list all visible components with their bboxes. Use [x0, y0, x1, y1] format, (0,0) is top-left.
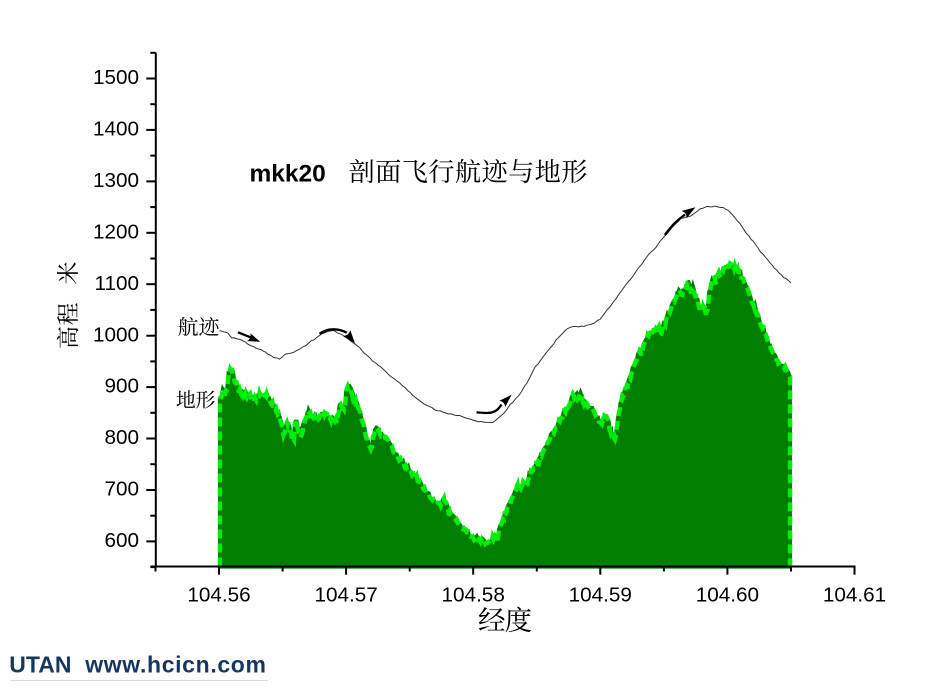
svg-text:104.56: 104.56 — [187, 584, 250, 607]
svg-text:UTAN: UTAN — [9, 651, 71, 677]
svg-text:700: 700 — [104, 478, 139, 501]
svg-text:www.hcicn.com: www.hcicn.com — [84, 651, 266, 677]
svg-text:104.57: 104.57 — [314, 584, 377, 607]
svg-text:800: 800 — [104, 426, 139, 449]
svg-text:1000: 1000 — [93, 323, 139, 346]
svg-text:1300: 1300 — [93, 169, 139, 192]
svg-text:104.60: 104.60 — [696, 584, 759, 607]
svg-text:1200: 1200 — [93, 220, 139, 243]
svg-text:104.58: 104.58 — [442, 584, 505, 607]
svg-text:900: 900 — [104, 375, 139, 398]
svg-text:1100: 1100 — [95, 272, 140, 295]
svg-text:mkk20: mkk20 — [250, 161, 326, 188]
svg-text:1400: 1400 — [93, 118, 139, 141]
svg-text:104.61: 104.61 — [823, 584, 886, 607]
svg-text:104.59: 104.59 — [569, 584, 632, 607]
svg-text:1500: 1500 — [93, 66, 139, 89]
svg-text:600: 600 — [104, 529, 139, 552]
